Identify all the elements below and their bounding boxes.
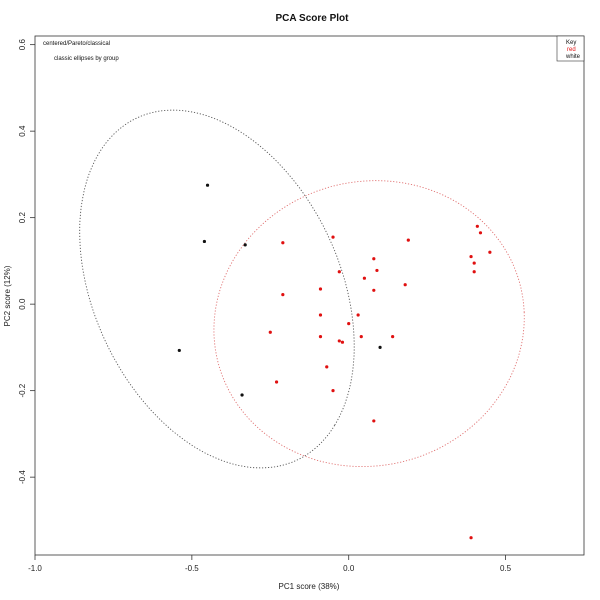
x-tick-label: 0.5 <box>500 564 512 573</box>
y-tick-label: 0.4 <box>18 125 27 137</box>
y-tick-label: -0.2 <box>18 383 27 397</box>
x-tick-label: -1.0 <box>28 564 42 573</box>
point-red <box>406 238 410 242</box>
legend-entry-red: red <box>567 47 576 53</box>
point-red <box>331 389 335 393</box>
point-red <box>340 340 345 344</box>
point-red <box>375 268 379 273</box>
point-red <box>337 339 341 343</box>
point-red <box>325 365 329 369</box>
point-red <box>347 322 351 326</box>
legend-box <box>556 35 585 62</box>
point-white <box>202 239 207 244</box>
ellipse-layer <box>79 109 525 469</box>
legend: Key red white <box>556 35 585 62</box>
point-red <box>469 254 473 259</box>
point-white <box>240 393 244 397</box>
y-tick-label: -0.4 <box>18 470 27 484</box>
point-red <box>372 419 376 423</box>
point-red <box>478 231 483 235</box>
ellipse-white <box>79 109 355 469</box>
point-red <box>318 334 323 339</box>
y-axis: -0.4 -0.2 0.0 0.2 0.4 0.6 <box>18 39 35 484</box>
point-red <box>318 313 323 317</box>
x-tick-label: -0.5 <box>185 564 199 573</box>
x-tick-label: 0.0 <box>343 564 355 573</box>
point-red <box>372 288 376 292</box>
point-red <box>391 334 395 339</box>
point-red <box>337 270 341 274</box>
point-red <box>362 276 366 280</box>
chart-title: PCA Score Plot <box>276 13 350 24</box>
legend-entry-white: white <box>565 54 581 60</box>
y-axis-title: PC2 score (12%) <box>3 265 12 326</box>
points-layer <box>177 183 492 540</box>
point-white <box>243 243 247 247</box>
point-white <box>177 348 181 353</box>
point-red <box>469 536 473 540</box>
x-axis-title: PC1 score (38%) <box>279 582 340 591</box>
point-red <box>274 380 279 384</box>
point-red <box>331 235 335 239</box>
point-red <box>403 283 407 287</box>
point-red <box>359 334 363 339</box>
point-red <box>475 224 479 228</box>
plot-frame <box>34 35 585 556</box>
y-tick-label: 0.6 <box>18 39 27 51</box>
point-red <box>281 293 285 297</box>
point-red <box>372 257 376 261</box>
y-tick-label: 0.2 <box>18 212 27 224</box>
point-red <box>356 313 360 317</box>
point-red <box>318 287 323 291</box>
point-red <box>488 250 492 254</box>
ellipse-red <box>213 180 525 468</box>
x-axis: -1.0 -0.5 0.0 0.5 <box>28 555 512 573</box>
point-white <box>205 183 210 187</box>
point-white <box>378 345 382 349</box>
point-red <box>472 261 476 265</box>
point-red <box>268 330 272 334</box>
legend-title: Key <box>566 40 576 46</box>
point-red <box>472 270 476 274</box>
annotation-ellipses: classic ellipses by group <box>54 56 119 62</box>
y-tick-label: 0.0 <box>18 298 27 310</box>
point-red <box>281 241 285 245</box>
annotation-preprocessing: centered/Pareto/classical <box>43 41 110 47</box>
